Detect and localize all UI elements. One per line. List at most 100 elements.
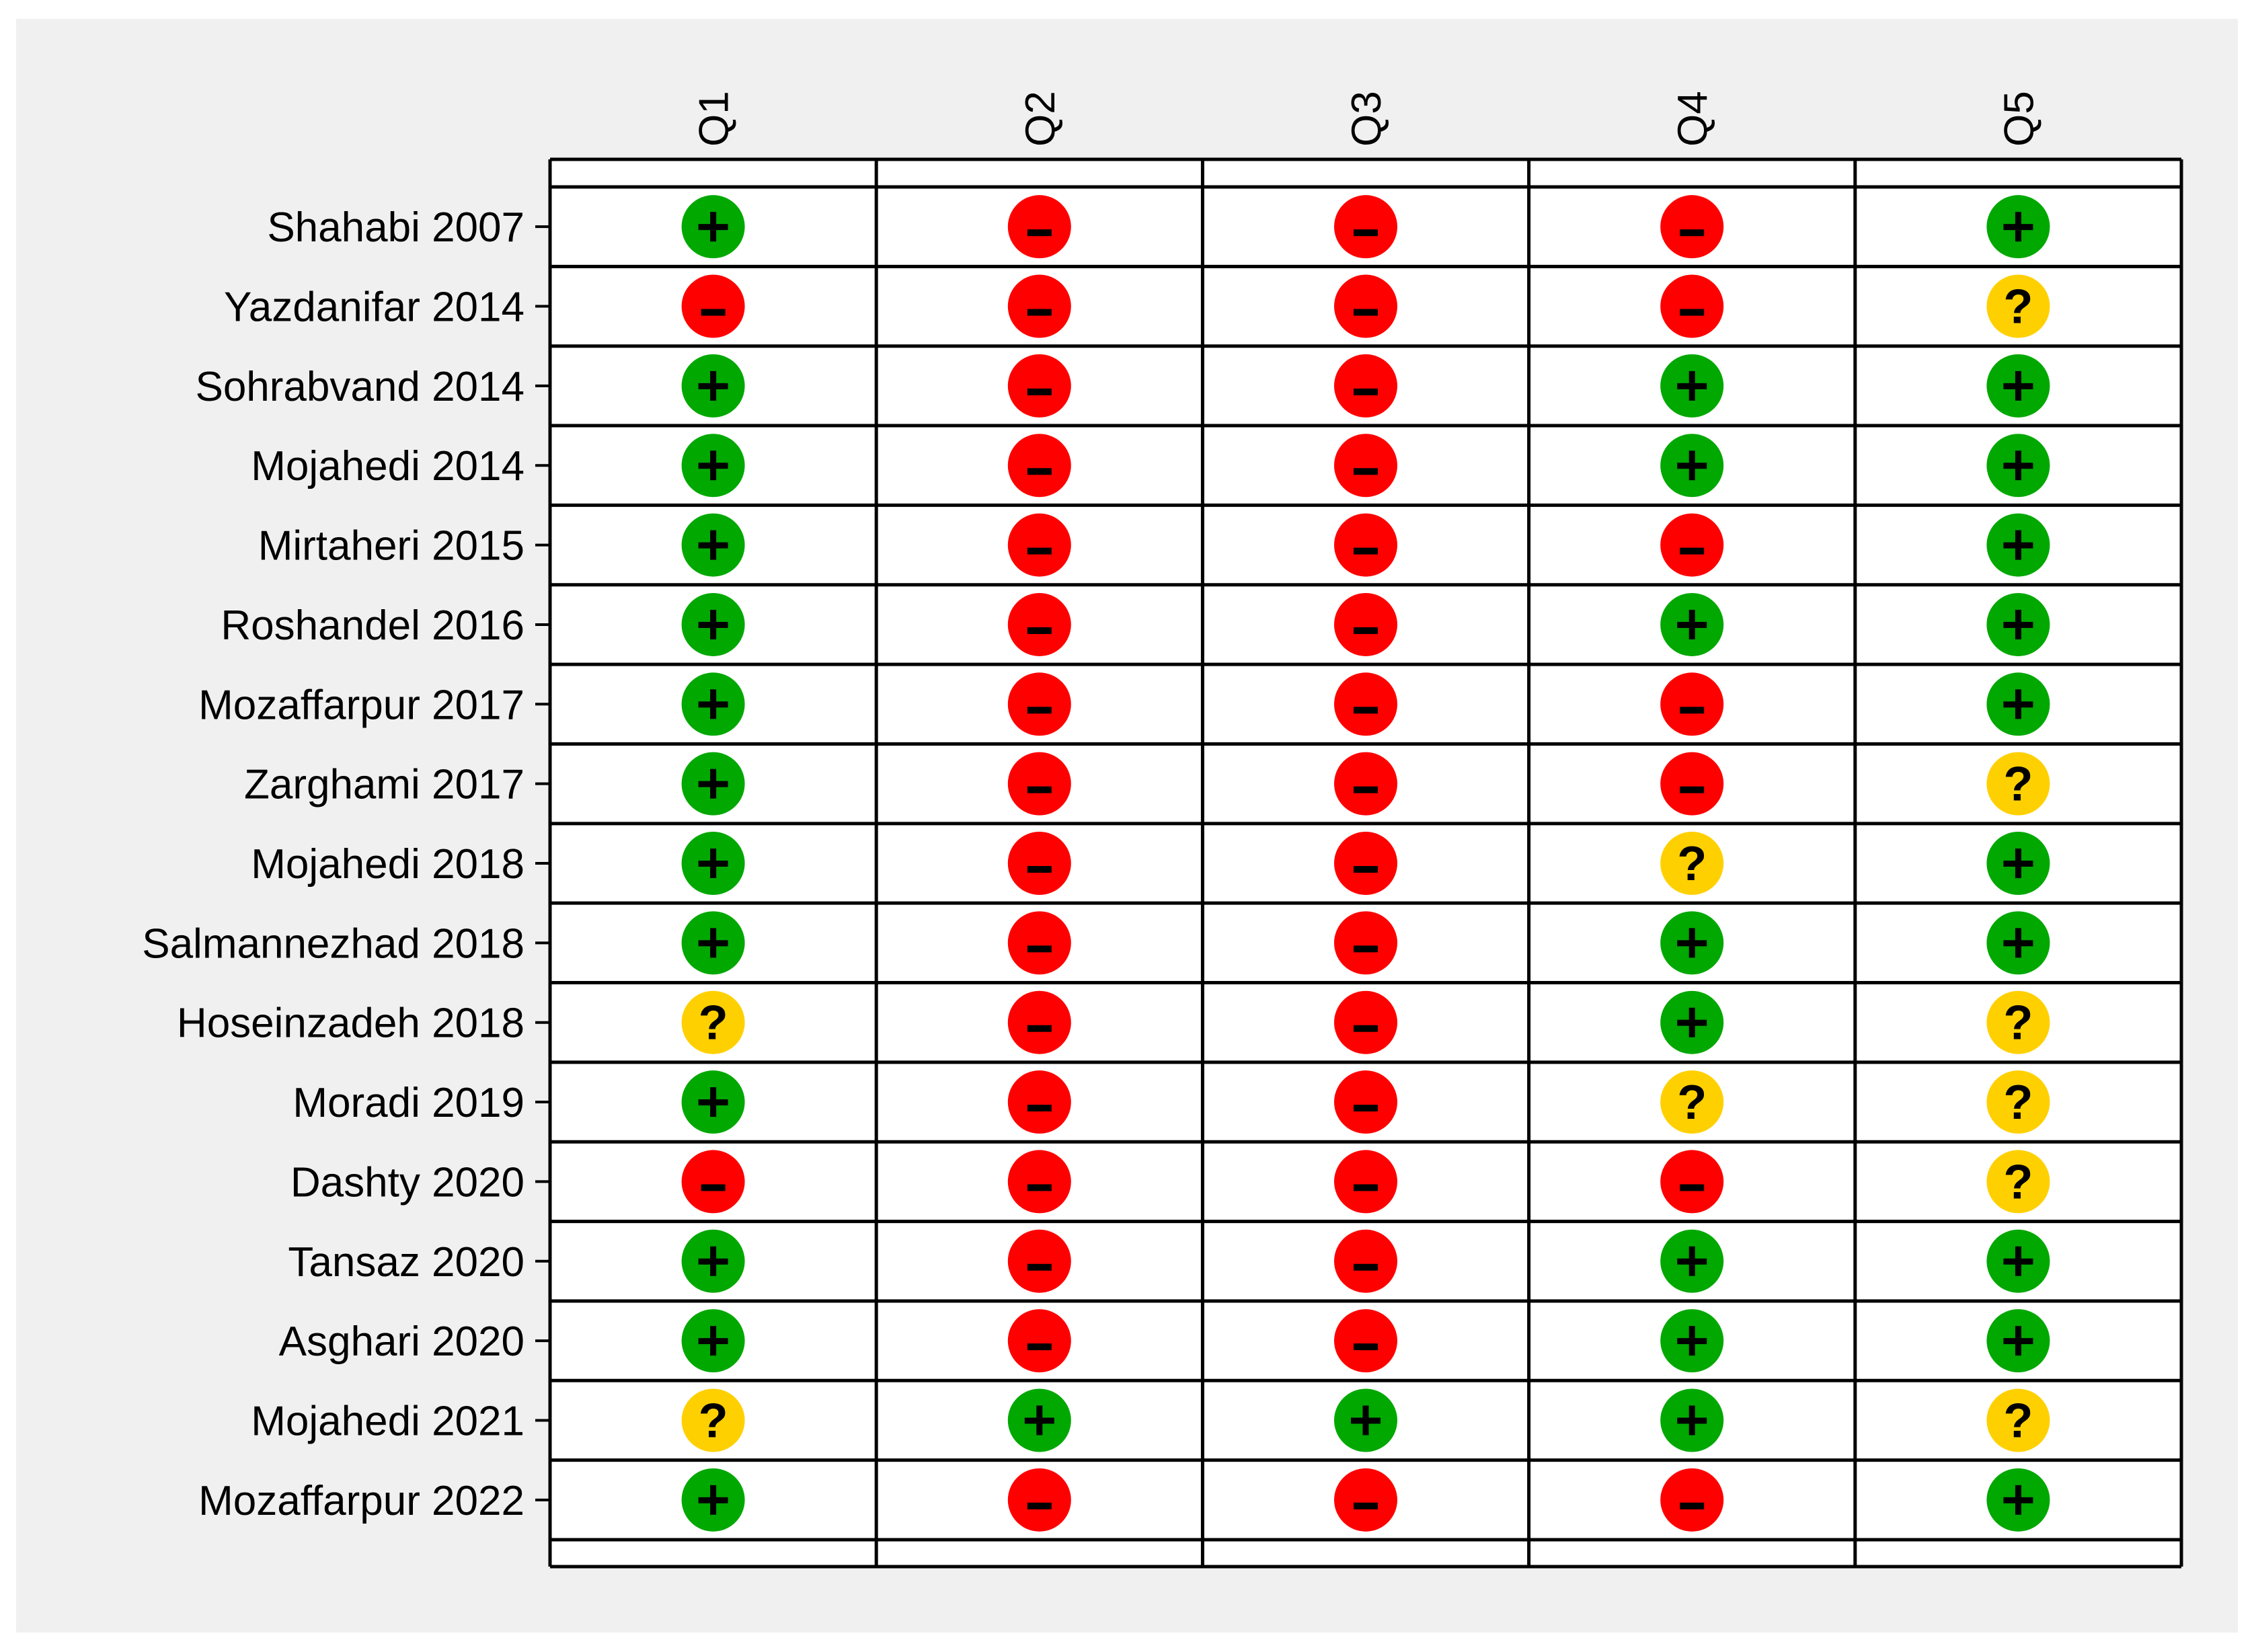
study-label-mirtaheri-2015: Mirtaheri 2015 — [258, 523, 524, 569]
question-icon: ? — [2003, 1155, 2033, 1209]
plus-icon-v — [2015, 1485, 2021, 1515]
minus-icon — [1027, 866, 1052, 873]
rating-circle — [681, 274, 745, 338]
rating-circle — [1660, 195, 1724, 259]
study-label-mozaffarpur-2022: Mozaffarpur 2022 — [198, 1478, 524, 1524]
rating-circle — [1334, 434, 1397, 498]
minus-icon — [1027, 1343, 1052, 1351]
rating-mark — [1007, 354, 1071, 418]
plus-icon-v — [1036, 1405, 1043, 1435]
rating-circle — [1007, 592, 1071, 656]
rating-mark — [1986, 911, 2050, 975]
rating-circle — [1334, 592, 1397, 656]
minus-icon — [1027, 627, 1052, 634]
rating-circle — [1334, 1309, 1397, 1373]
plus-icon-v — [710, 609, 717, 639]
plus-icon-v — [710, 370, 717, 401]
rating-mark — [1007, 1150, 1071, 1214]
rating-mark — [1007, 832, 1071, 895]
minus-icon — [1027, 1502, 1052, 1509]
study-label-asghari-2020: Asghari 2020 — [279, 1319, 524, 1365]
plus-icon-v — [710, 450, 717, 481]
minus-icon — [1354, 1105, 1378, 1112]
rating-circle — [1986, 274, 2050, 338]
plus-icon-v — [1688, 370, 1695, 401]
rating-mark — [681, 592, 745, 656]
rating-mark — [1007, 990, 1071, 1054]
rating-mark — [1007, 672, 1071, 736]
rating-circle — [1007, 832, 1071, 895]
rating-mark — [1660, 434, 1724, 498]
rating-circle — [1007, 752, 1071, 816]
rating-mark — [1007, 752, 1071, 816]
minus-icon — [1354, 1502, 1378, 1509]
study-labels: Shahabi 2007 Yazdanifar 2014 Sohrabvand 20… — [142, 204, 550, 1524]
rating-mark — [1660, 752, 1724, 816]
plus-icon-v — [1688, 609, 1695, 639]
minus-icon — [1354, 309, 1378, 316]
rating-mark — [1334, 752, 1397, 816]
rating-circle — [1007, 990, 1071, 1054]
rating-circle — [1334, 672, 1397, 736]
column-label-q1: Q1 — [691, 91, 738, 147]
minus-icon — [1027, 1105, 1052, 1112]
rating-circle — [1007, 274, 1071, 338]
question-icon: ? — [1677, 1076, 1707, 1130]
study-label-mojahedi-2014: Mojahedi 2014 — [251, 443, 524, 489]
plus-icon-v — [2015, 689, 2021, 719]
rating-mark — [1986, 513, 2050, 577]
minus-icon — [1680, 1184, 1705, 1191]
plus-icon-v — [2015, 370, 2021, 401]
plus-icon-v — [2015, 1326, 2021, 1356]
plus-icon-v — [1688, 1405, 1695, 1435]
study-label-sohrabvand-2014: Sohrabvand 2014 — [195, 364, 524, 410]
rating-mark — [1986, 592, 2050, 656]
plus-icon-v — [710, 1087, 717, 1117]
rating-circle — [1986, 990, 2050, 1054]
minus-icon — [1680, 229, 1705, 237]
rating-mark — [1660, 1468, 1724, 1532]
minus-icon — [1027, 707, 1052, 714]
plus-icon-v — [2015, 450, 2021, 481]
rating-mark — [1660, 195, 1724, 259]
minus-icon — [1680, 786, 1705, 793]
rating-mark — [1334, 990, 1397, 1054]
rating-mark — [681, 354, 745, 418]
rating-mark — [1334, 1309, 1397, 1373]
rating-mark — [1334, 1388, 1397, 1452]
rating-circle — [1986, 752, 2050, 816]
rating-mark: ? — [1986, 990, 2050, 1054]
plus-icon-v — [710, 769, 717, 799]
rating-mark — [1334, 1070, 1397, 1134]
minus-icon — [1354, 1343, 1378, 1351]
rating-circle — [1007, 354, 1071, 418]
plus-icon-v — [2015, 928, 2021, 958]
rating-mark — [1007, 1468, 1071, 1532]
minus-icon — [1680, 707, 1705, 714]
rating-mark — [681, 434, 745, 498]
rating-mark — [681, 752, 745, 816]
minus-icon — [1680, 1502, 1705, 1509]
rating-mark — [1334, 1468, 1397, 1532]
column-label-q3: Q3 — [1344, 91, 1390, 147]
question-icon: ? — [699, 1394, 728, 1448]
plus-icon-v — [710, 849, 717, 878]
rating-mark — [1007, 911, 1071, 975]
rating-mark — [681, 1070, 745, 1134]
rating-mark — [1334, 354, 1397, 418]
minus-icon — [1354, 866, 1378, 873]
question-icon: ? — [2003, 996, 2033, 1050]
plus-icon-v — [710, 689, 717, 719]
column-label-q2: Q2 — [1017, 91, 1064, 147]
rating-circle — [1660, 672, 1724, 736]
rating-circle — [1986, 1150, 2050, 1214]
rating-mark — [681, 1468, 745, 1532]
minus-icon — [1027, 1263, 1052, 1271]
study-label-yazdanifar-2014: Yazdanifar 2014 — [224, 284, 524, 331]
table-grid — [548, 157, 2183, 1569]
plus-icon-v — [1688, 1246, 1695, 1276]
rating-mark — [1007, 1070, 1071, 1134]
rating-mark — [1660, 592, 1724, 656]
minus-icon — [701, 309, 726, 316]
